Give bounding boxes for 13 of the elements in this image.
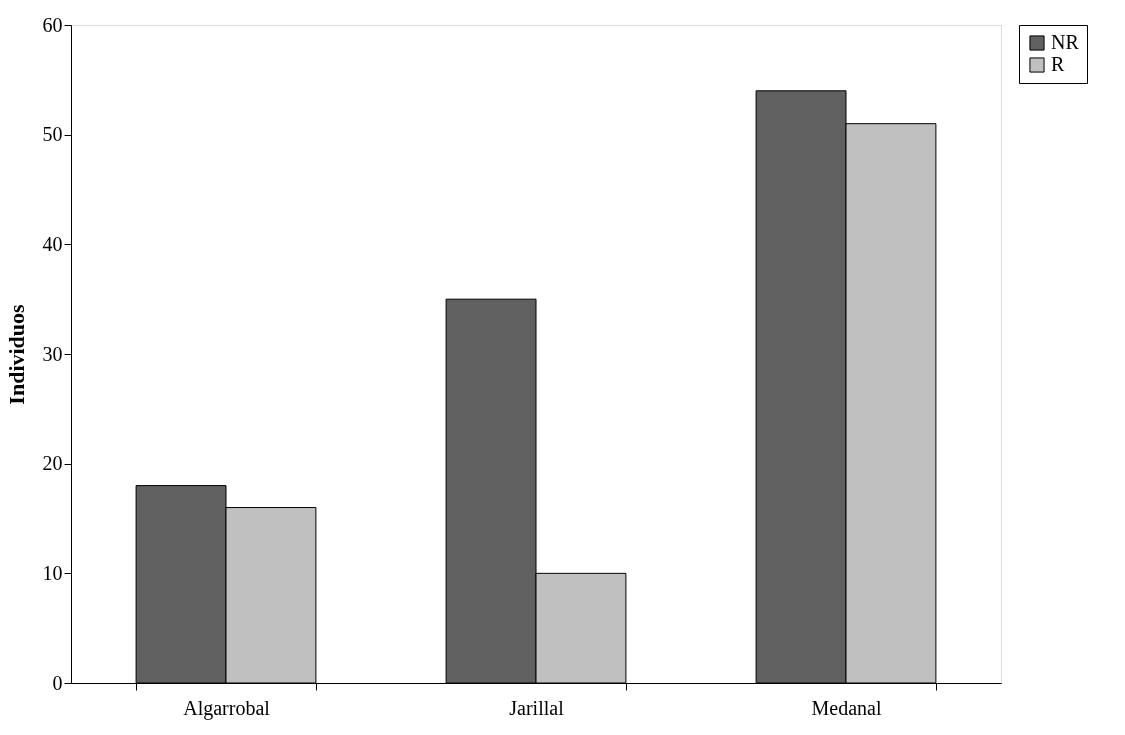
y-axis-title: Individuos <box>3 303 29 405</box>
x-tick-label: Jarillal <box>509 696 565 719</box>
legend-label: NR <box>1051 31 1080 53</box>
y-tick-label: 20 <box>42 452 63 475</box>
y-tick-label: 10 <box>42 561 63 584</box>
y-tick-label: 30 <box>42 342 63 365</box>
y-tick-label: 50 <box>42 123 63 146</box>
legend-label: R <box>1051 53 1065 75</box>
y-tick-label: 60 <box>42 13 63 36</box>
y-tick-label: 0 <box>52 671 63 694</box>
x-tick-label: Medanal <box>811 696 882 719</box>
x-tick-label: Algarrobal <box>183 696 271 720</box>
y-tick-label: 40 <box>42 232 63 255</box>
